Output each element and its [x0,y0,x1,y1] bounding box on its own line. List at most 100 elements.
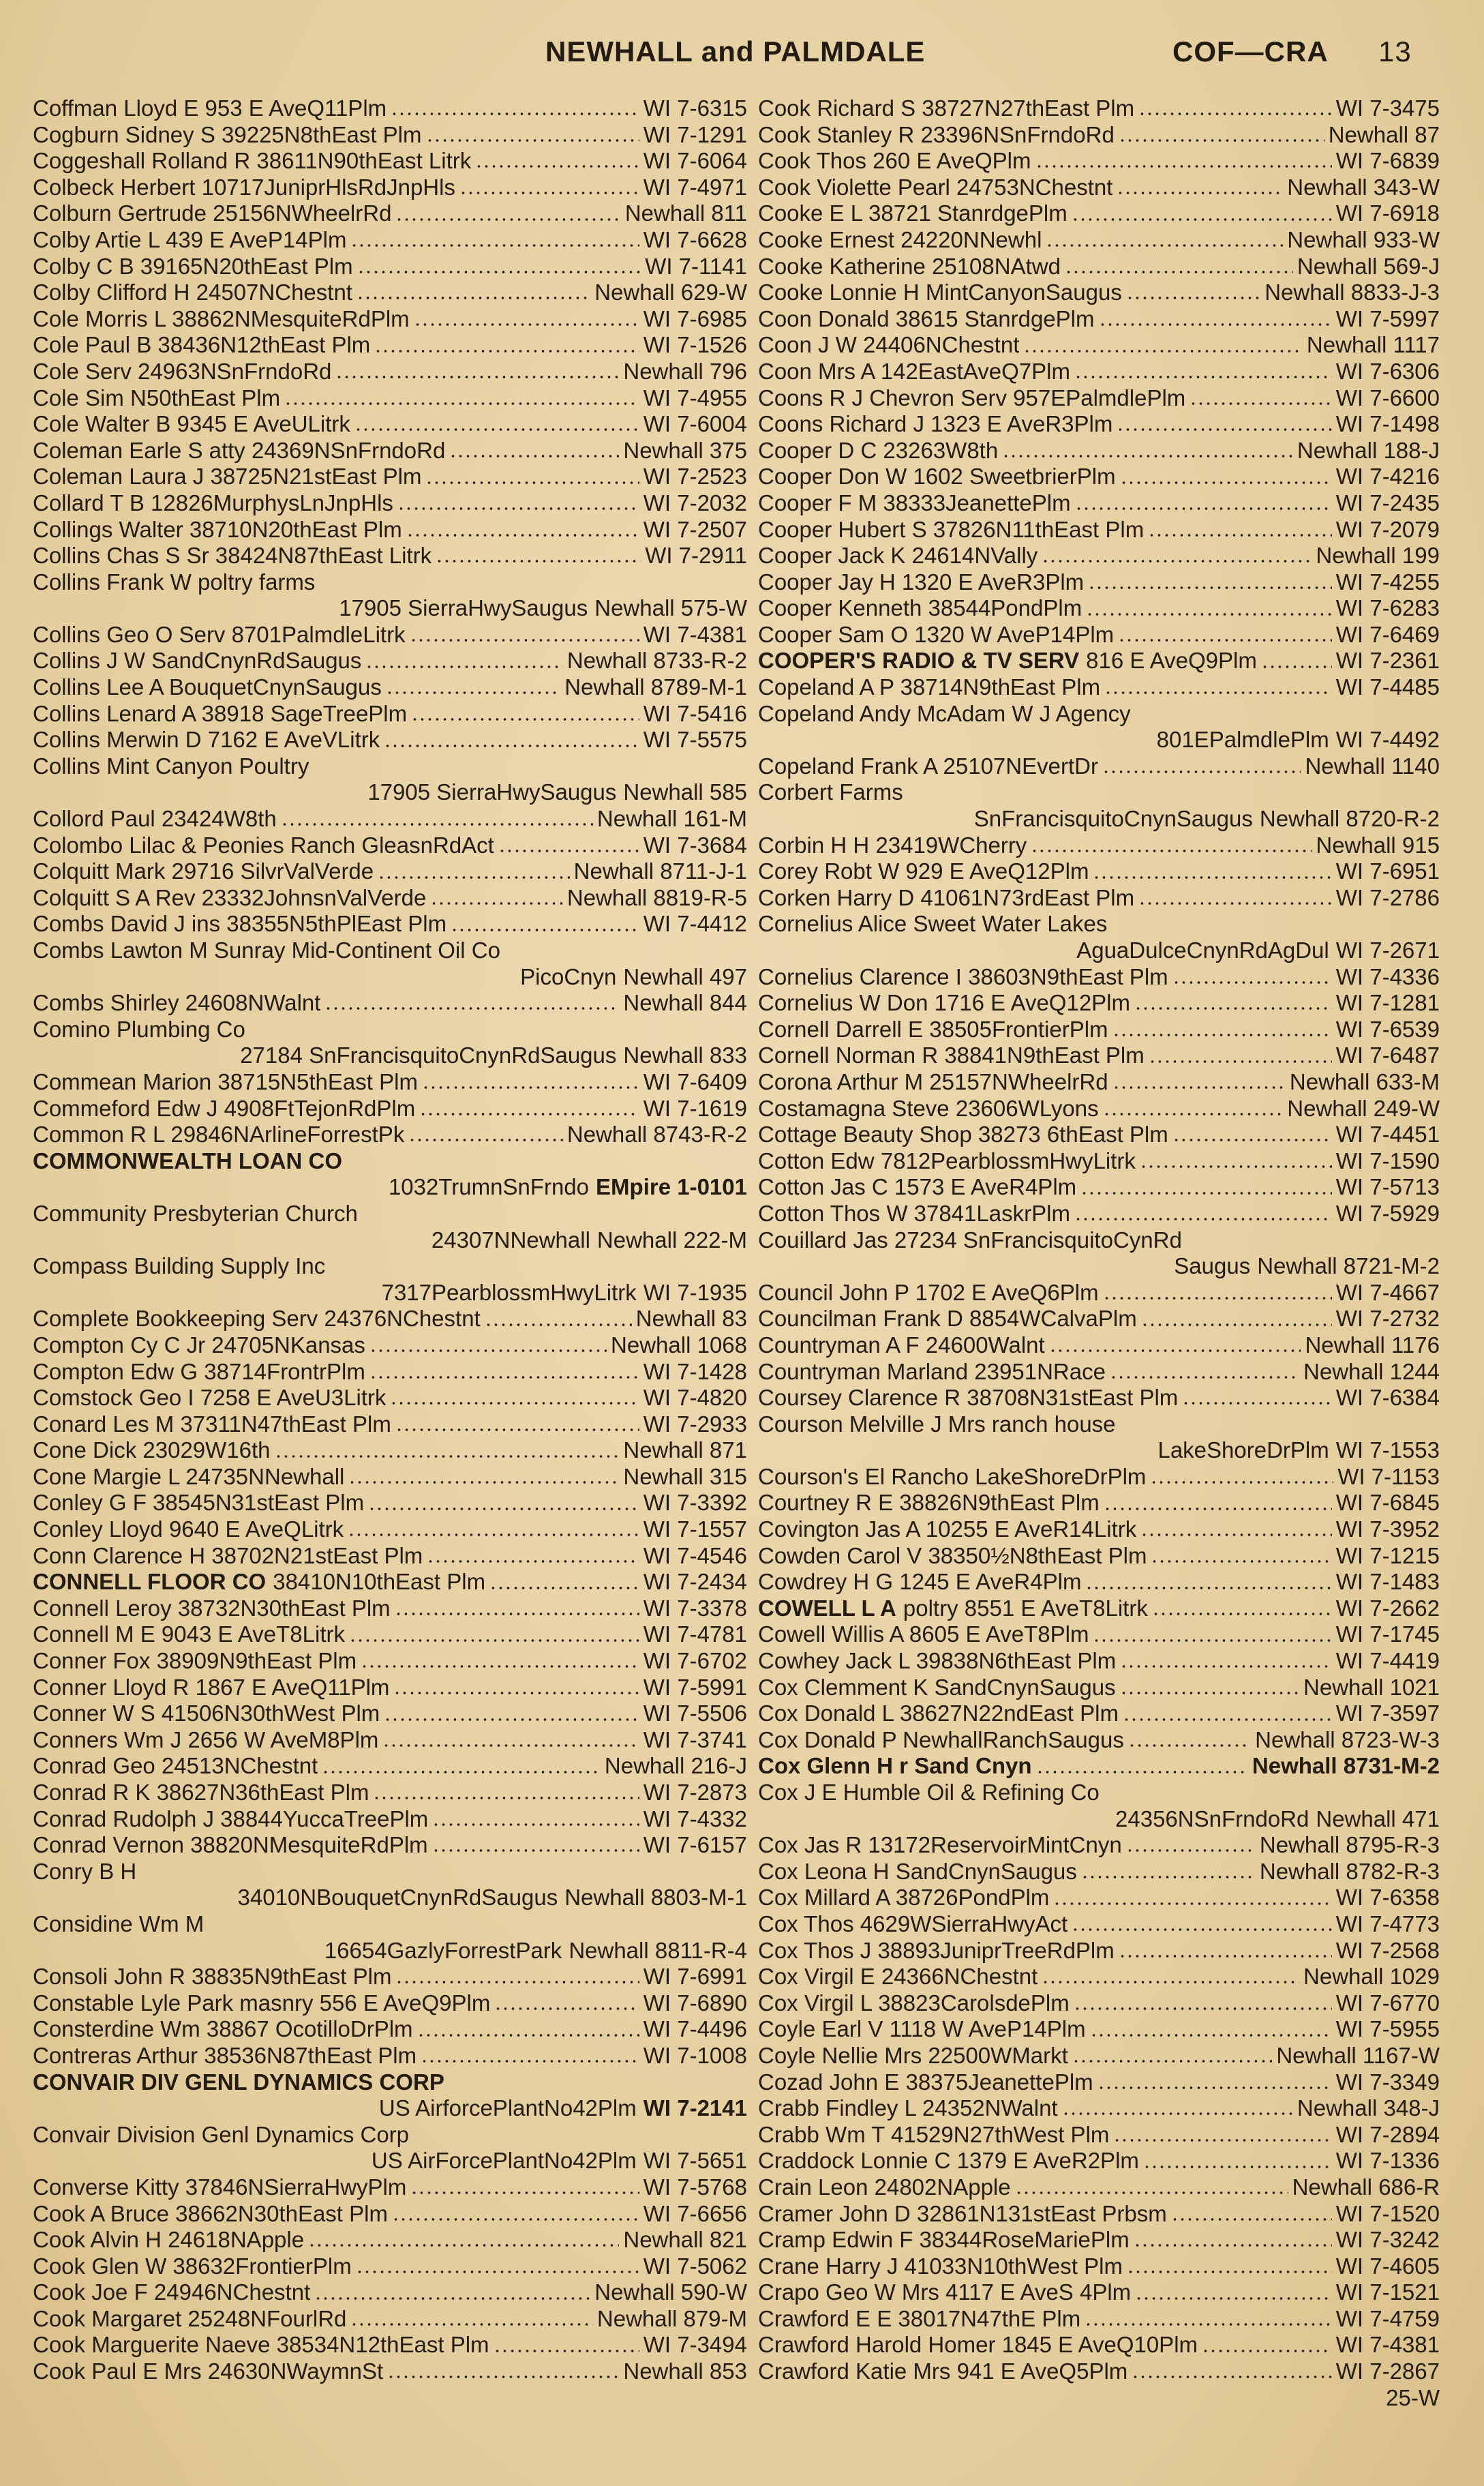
listing-text: Copeland Andy McAdam W J Agency [758,700,1131,726]
listing-name: Cooper Hubert S 37826N11thEast Plm [758,517,1144,543]
listing-row: Coon Mrs A 142EastAveQ7Plm WI 7-6306 [758,359,1440,385]
listing-row: Cole Sim N50thEast Plm WI 7-4955 [33,385,747,412]
listing-name: Copeland A P 38714N9thEast Plm [758,674,1100,701]
listing-text: Cox Donald P NewhallRanchSaugus [758,1726,1124,1752]
listing-text: Courson's El Rancho LakeShoreDrPlm [758,1463,1147,1489]
dot-leader [1202,2349,1332,2352]
dot-leader [1042,560,1312,563]
phone: WI 7-1141 [645,253,747,279]
listing-text: Cornell Darrell E 38505FrontierPlm [758,1016,1108,1042]
listing-name: Cornell Norman R 38841N9thEast Plm [758,1043,1145,1069]
dot-leader [356,297,591,300]
listing-text: Conley Lloyd 9640 E AveQLitrk [33,1516,344,1542]
phone: WI 7-1521 [1335,2279,1440,2305]
listing-text: Coons Richard J 1323 E AveR3Plm [758,411,1113,437]
dot-leader [368,1507,639,1510]
listing-text: Craddock Lonnie C 1379 E AveR2Plm [758,2148,1139,2174]
phone: Newhall 8782-R-3 [1259,1858,1440,1884]
listing-row: Compton Cy C Jr 24705NKansas Newhall 1068 [33,1332,747,1359]
listing-row: Conrad Vernon 38820NMesquiteRdPlm WI 7-61… [33,1832,747,1859]
listing-text: Consoli John R 38835N9thEast Plm [33,1964,392,1990]
phone: WI 7-1336 [1335,2148,1440,2174]
phone: WI 7-1281 [1335,990,1440,1016]
listing-row: Cozad John E 38375JeanettePlm WI 7-3349 [758,2069,1440,2096]
phone: Newhall 8819-R-5 [566,884,747,910]
phone: WI 7-3684 [643,832,747,858]
phone: WI 7-3242 [1335,2227,1440,2253]
phone: Newhall 569-J [1297,253,1440,279]
listing-address: AguaDulceCnynRdAgDul [1076,938,1329,963]
listing-name: Community Presbyterian Church [33,1201,358,1227]
listing-text: Corbin H H 23419WCherry [758,832,1027,858]
phone: WI 7-2032 [643,490,747,515]
listing-text: Cogburn Sidney S 39225N8thEast Plm [33,121,422,147]
listing-name: Cook Stanley R 23396NSnFrndoRd [758,122,1115,149]
listing-text: Conrad Vernon 38820NMesquiteRdPlm [33,1832,428,1858]
dot-leader [1118,1954,1332,1958]
phone: WI 7-5062 [643,2253,747,2279]
listing-row: Colquitt Mark 29716 SilvrValVerde Newhall… [33,858,747,885]
listing-name: Cooper Don W 1602 SweetbrierPlm [758,464,1116,490]
listing-text: Comino Plumbing Co [33,1016,245,1042]
dot-leader [348,1481,620,1484]
listing-row: Conrad Rudolph J 38844YuccaTreePlm WI 7-4… [33,1806,747,1833]
phone: WI 7-4492 [1335,727,1440,753]
listing-text: Cooper Jack K 24614NVally [758,543,1038,569]
listing-text: Collins Geo O Serv 8701PalmdleLitrk [33,621,406,647]
listing-row: Cook Thos 260 E AveQPlm WI 7-6839 [758,148,1440,175]
phone: WI 7-4412 [643,911,747,937]
dot-leader [1061,2112,1293,2116]
phone: Newhall 686-R [1292,2174,1440,2200]
dot-leader [393,1691,639,1694]
phone: Newhall 933-W [1287,226,1440,252]
dot-leader [1072,1928,1332,1932]
listing-name: Compton Edw G 38714FrontrPlm [33,1359,365,1386]
dot-leader [357,270,641,273]
phone: Newhall 222-M [596,1227,747,1253]
listing-row-continued: PicoCnyn Newhall 497 [33,964,747,991]
listing-name: Cole Serv 24963NSnFrndoRd [33,359,331,385]
dot-leader [459,192,639,195]
phone: WI 7-3741 [643,1726,747,1752]
dot-leader [1120,1665,1332,1668]
listing-name: Craddock Lonnie C 1379 E AveR2Plm [758,2148,1139,2174]
phone: WI 7-4381 [1335,2332,1440,2358]
listing-text: Colquitt S A Rev 23332JohnsnValVerde [33,884,427,910]
listing-name: Cole Morris L 38862NMesquiteRdPlm [33,306,410,333]
listing-row: Cornelius Clarence I 38603N9thEast Plm WI… [758,964,1440,991]
dot-leader [1085,1586,1332,1589]
phone: WI 7-5997 [1335,305,1440,331]
listing-row: Cornell Norman R 38841N9thEast Plm WI 7-6… [758,1043,1440,1069]
dot-leader [431,1849,639,1853]
phone: WI 7-5713 [1335,1174,1440,1200]
listing-row-continued: 1032TrumnSnFrndo EMpire 1-0101 [33,1174,747,1201]
phone: WI 7-1291 [643,121,747,147]
listing-row: Cooper Jack K 24614NVally Newhall 199 [758,543,1440,569]
listing-row: Cole Paul B 38436N12thEast Plm WI 7-1526 [33,332,747,359]
listing-name: Connell Leroy 38732N30thEast Plm [33,1596,391,1622]
phone: Newhall 585 [623,779,747,805]
listing-name: Cox Thos J 38893JuniprTreeRdPlm [758,1938,1115,1964]
phone: WI 7-5991 [643,1674,747,1700]
phone: Newhall 1021 [1303,1674,1440,1700]
listing-row: Cornelius Alice Sweet Water Lakes [758,911,1440,938]
dot-leader [1122,1718,1332,1721]
phone: WI 7-6315 [643,95,747,121]
phone: WI 7-6918 [1335,200,1440,226]
listing-text: Cox Jas R 13172ReservoirMintCnyn [758,1832,1122,1858]
listing-text: Community Presbyterian Church [33,1200,358,1226]
phone: WI 7-1553 [1335,1437,1440,1463]
phone: WI 7-6845 [1335,1490,1440,1516]
listing-text: Collins J W SandCnynRdSaugus [33,648,362,674]
listing-name: Cone Dick 23029W16th [33,1437,271,1464]
dot-leader [1046,244,1284,248]
listing-text: Cook Stanley R 23396NSnFrndoRd [758,121,1115,147]
phone: Newhall 1117 [1306,332,1440,358]
listing-name: Compton Cy C Jr 24705NKansas [33,1332,365,1359]
phone: Newhall 629-W [594,280,747,305]
listing-row: Combs Lawton M Sunray Mid-Continent Oil … [33,938,747,964]
listing-name: Compass Building Supply Inc [33,1253,325,1280]
phone: WI 7-3349 [1335,2069,1440,2095]
listing-name: Collins Mint Canyon Poultry [33,753,309,780]
dot-leader [451,928,639,931]
